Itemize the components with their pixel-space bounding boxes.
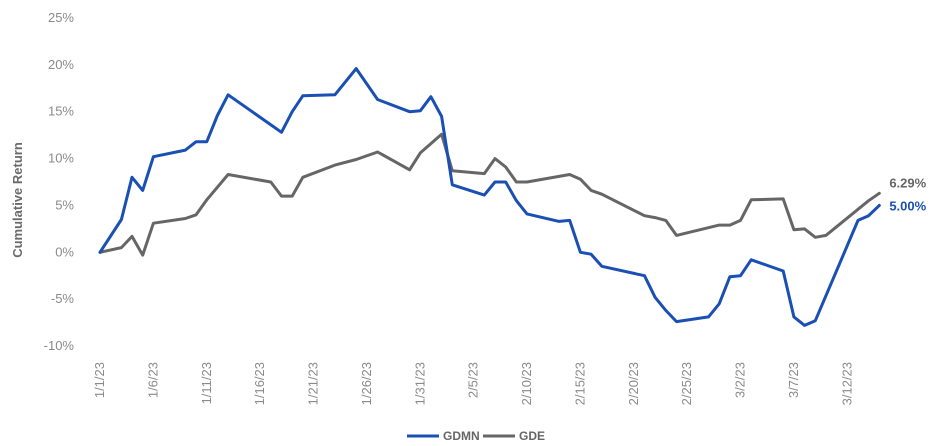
x-tick-label: 2/5/23 — [466, 362, 481, 398]
y-tick-label: 10% — [48, 151, 74, 166]
x-axis-ticks: 1/1/23 1/6/23 1/11/23 1/16/23 1/21/23 1/26/23… — [92, 362, 854, 405]
end-labels: 5.00% 6.29% — [889, 175, 926, 213]
y-tick-label: 25% — [48, 10, 74, 25]
series-line-gdmn — [98, 67, 881, 327]
x-tick-label: 2/20/23 — [626, 362, 641, 405]
series-lines — [98, 67, 881, 327]
x-tick-label: 1/26/23 — [359, 362, 374, 405]
x-tick-label: 3/7/23 — [786, 362, 801, 398]
end-label-gde: 6.29% — [889, 175, 926, 190]
legend: GDMN GDE — [407, 429, 545, 443]
y-tick-label: -5% — [51, 291, 75, 306]
y-tick-label: 0% — [55, 244, 74, 259]
legend-label-gde: GDE — [519, 429, 545, 443]
y-tick-label: 5% — [55, 197, 74, 212]
legend-label-gdmn: GDMN — [443, 429, 480, 443]
y-axis-ticks: 25% 20% 15% 10% 5% 0% -5% -10% — [44, 10, 75, 353]
x-tick-label: 1/11/23 — [199, 362, 214, 404]
x-tick-label: 1/21/23 — [306, 362, 321, 405]
y-axis-title-group: Cumulative Return — [10, 142, 25, 258]
x-tick-label: 1/31/23 — [412, 362, 427, 405]
y-tick-label: 15% — [48, 104, 74, 119]
series-line-gde — [98, 132, 881, 257]
y-tick-label: 20% — [48, 57, 74, 72]
x-tick-label: 1/1/23 — [92, 362, 107, 398]
x-tick-label: 3/12/23 — [839, 362, 854, 405]
x-tick-label: 3/2/23 — [733, 362, 748, 398]
x-tick-label: 2/15/23 — [572, 362, 587, 405]
x-tick-label: 2/10/23 — [519, 362, 534, 405]
end-label-gdmn: 5.00% — [889, 198, 926, 213]
x-tick-label: 1/6/23 — [145, 362, 160, 398]
y-axis-title: Cumulative Return — [10, 142, 25, 258]
x-tick-label: 1/16/23 — [252, 362, 267, 405]
x-tick-label: 2/25/23 — [679, 362, 694, 405]
y-tick-label: -10% — [44, 338, 75, 353]
